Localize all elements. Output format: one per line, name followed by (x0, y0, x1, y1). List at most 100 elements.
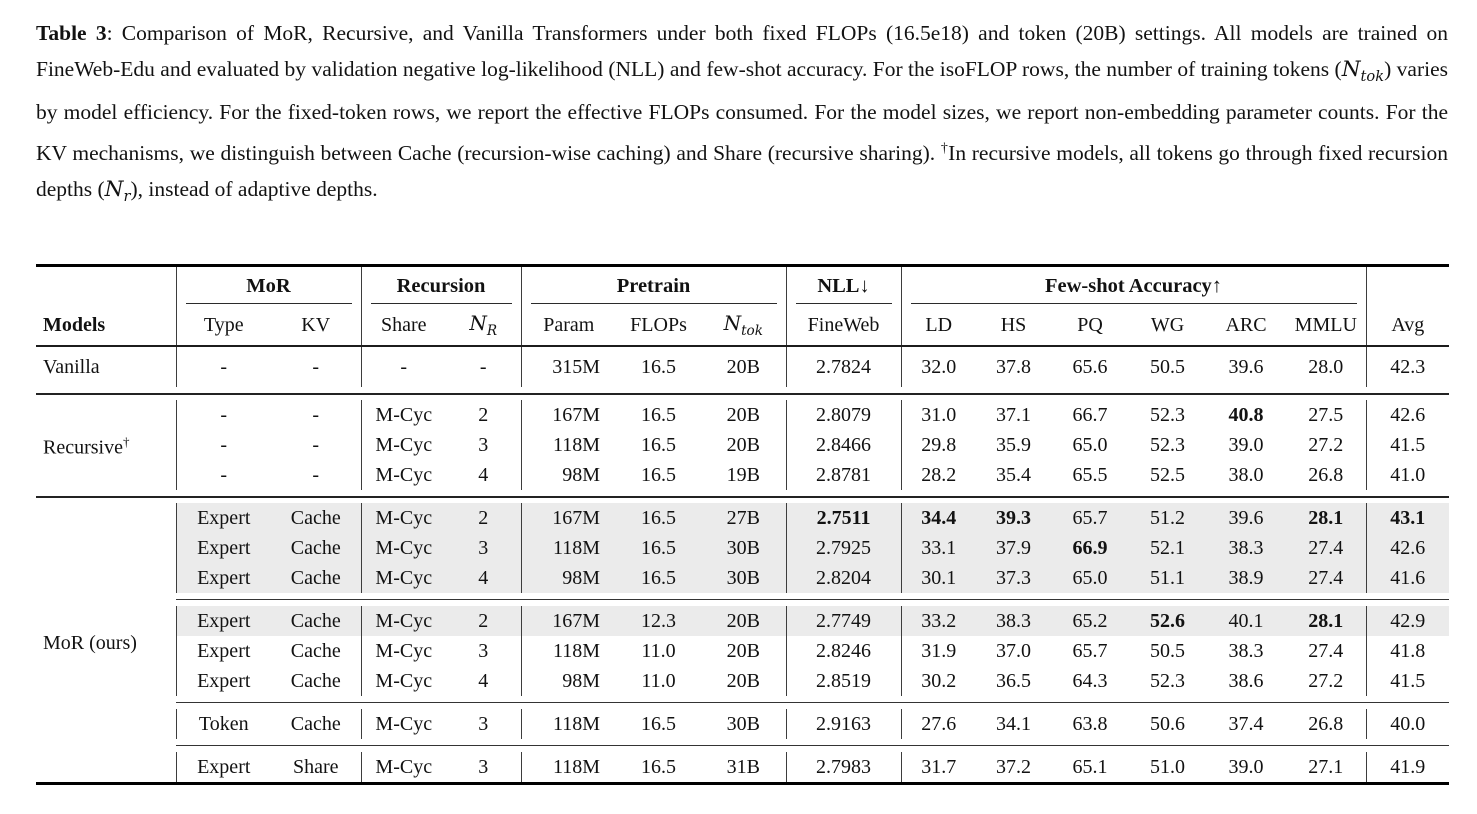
col-header-type: Type (175, 305, 271, 347)
cell-hs: 38.3 (976, 606, 1052, 636)
cell-ld: 31.9 (900, 636, 977, 666)
cell-nr: 4 (478, 464, 489, 486)
rule-partial (176, 696, 1450, 709)
cell-param: 167M (520, 400, 617, 430)
cell-nr: 4 (478, 670, 489, 692)
cell-nr: - (479, 356, 487, 378)
cell-hs: 37.0 (996, 640, 1032, 662)
cell-hs: 37.2 (996, 756, 1032, 778)
cell-avg: 41.9 (1365, 752, 1450, 784)
cell-type: Expert (175, 563, 271, 593)
table-row-vanilla: Vanilla - - - - 315M 16.5 20B 2.7824 32.… (36, 346, 1450, 387)
row-label-recursive: Recursive† (43, 434, 130, 459)
table-row-recursive-1: Recursive† - - M-Cyc 2 167M 16.5 20B 2.8… (36, 400, 1450, 459)
cell-ntok: 20B (726, 404, 760, 426)
col-header-hs: HS (976, 305, 1052, 347)
cell-share: M-Cyc (360, 606, 446, 636)
cell-pq: 66.7 (1072, 404, 1108, 426)
cell-mmlu: 27.4 (1286, 533, 1367, 563)
cell-wg: 51.0 (1150, 756, 1186, 778)
cell-kv: Cache (290, 670, 341, 692)
cell-kv: - (312, 404, 320, 426)
col-header-nr: NR (446, 305, 522, 347)
col-header-fineweb: FineWeb (785, 305, 902, 347)
cell-ld: 27.6 (900, 709, 977, 739)
rule-full (36, 387, 1450, 400)
cell-hs: 37.1 (996, 404, 1032, 426)
caption-table-label: Table 3 (36, 21, 107, 45)
cell-type: - (175, 430, 271, 460)
results-table: MoR Recursion Pretrain NLL↓ Few-shot Acc… (36, 264, 1450, 785)
cell-kv: - (312, 356, 320, 378)
cell-nll: 2.8246 (785, 636, 902, 666)
cell-pq: 65.7 (1051, 503, 1130, 533)
cell-mmlu: 28.0 (1308, 356, 1344, 378)
cell-share: M-Cyc (360, 400, 446, 430)
cell-wg: 52.6 (1129, 606, 1207, 636)
cell-flops: 16.5 (616, 503, 702, 533)
cell-arc: 40.8 (1228, 404, 1264, 426)
cell-ntok: 27B (701, 503, 787, 533)
cell-ntok: 19B (726, 464, 760, 486)
group-header-recursion: Recursion (360, 265, 522, 305)
caption-text: ), instead of adaptive depths. (130, 176, 378, 201)
cell-arc: 40.1 (1206, 606, 1287, 636)
cell-type: Expert (175, 503, 271, 533)
rule-partial (176, 739, 1450, 752)
cell-mmlu: 27.5 (1308, 404, 1344, 426)
cell-mmlu: 26.8 (1308, 464, 1344, 486)
cell-ld: 31.0 (900, 400, 977, 430)
cell-param: 98M (520, 563, 617, 593)
table-row-mor-token: Token Cache M-Cyc 3 118M 16.5 30B 2.9163… (36, 709, 1450, 739)
cell-share: M-Cyc (360, 636, 446, 666)
cell-pq: 65.5 (1072, 464, 1108, 486)
cell-nr: 3 (478, 640, 489, 662)
cell-hs: 35.9 (996, 434, 1032, 456)
cell-wg: 51.1 (1129, 563, 1207, 593)
cell-pq: 65.0 (1051, 563, 1130, 593)
cell-type: Expert (175, 636, 271, 666)
caption-dagger: † (940, 141, 949, 157)
col-header-mmlu: MMLU (1286, 305, 1367, 347)
table-caption: Table 3: Comparison of MoR, Recursive, a… (36, 16, 1448, 216)
cell-param: 167M (520, 606, 617, 636)
cell-pq: 65.7 (1072, 640, 1108, 662)
cell-kv: Cache (271, 503, 361, 533)
cell-kv: Cache (290, 640, 341, 662)
cell-share: - (360, 346, 446, 387)
cell-wg: 51.2 (1129, 503, 1207, 533)
cell-share: M-Cyc (360, 666, 446, 696)
cell-ld: 33.1 (900, 533, 977, 563)
cell-ntok: 20B (701, 606, 787, 636)
cell-kv: - (312, 434, 320, 456)
cell-kv: Cache (271, 533, 361, 563)
cell-share: M-Cyc (360, 709, 446, 739)
cell-flops: 11.0 (641, 640, 676, 662)
cell-ld: 28.2 (900, 460, 977, 490)
col-header-arc: ARC (1206, 305, 1287, 347)
cell-param: 118M (520, 533, 617, 563)
cell-ntok: 30B (701, 563, 787, 593)
cell-arc: 38.0 (1228, 464, 1264, 486)
col-header-ld: LD (900, 305, 977, 347)
cell-flops: 16.5 (641, 356, 677, 378)
cell-hs: 34.1 (996, 713, 1032, 735)
cell-ntok: 20B (726, 640, 760, 662)
cell-nr: 3 (446, 533, 522, 563)
cell-share: M-Cyc (360, 533, 446, 563)
col-header-kv: KV (271, 305, 361, 347)
cell-type: - (175, 346, 271, 387)
cell-hs: 37.8 (996, 356, 1032, 378)
group-header-row: MoR Recursion Pretrain NLL↓ Few-shot Acc… (36, 265, 1450, 305)
cell-avg: 41.5 (1365, 430, 1450, 460)
cell-ntok: 20B (726, 434, 760, 456)
cell-param: 118M (520, 430, 617, 460)
cell-arc: 39.0 (1228, 756, 1264, 778)
cell-mmlu: 26.8 (1308, 713, 1344, 735)
cell-avg: 42.6 (1365, 400, 1450, 430)
cell-nll: 2.7824 (785, 346, 902, 387)
cell-ntok: 30B (726, 713, 760, 735)
cell-arc: 38.6 (1228, 670, 1264, 692)
cell-avg: 41.5 (1365, 666, 1450, 696)
cell-flops: 12.3 (616, 606, 702, 636)
